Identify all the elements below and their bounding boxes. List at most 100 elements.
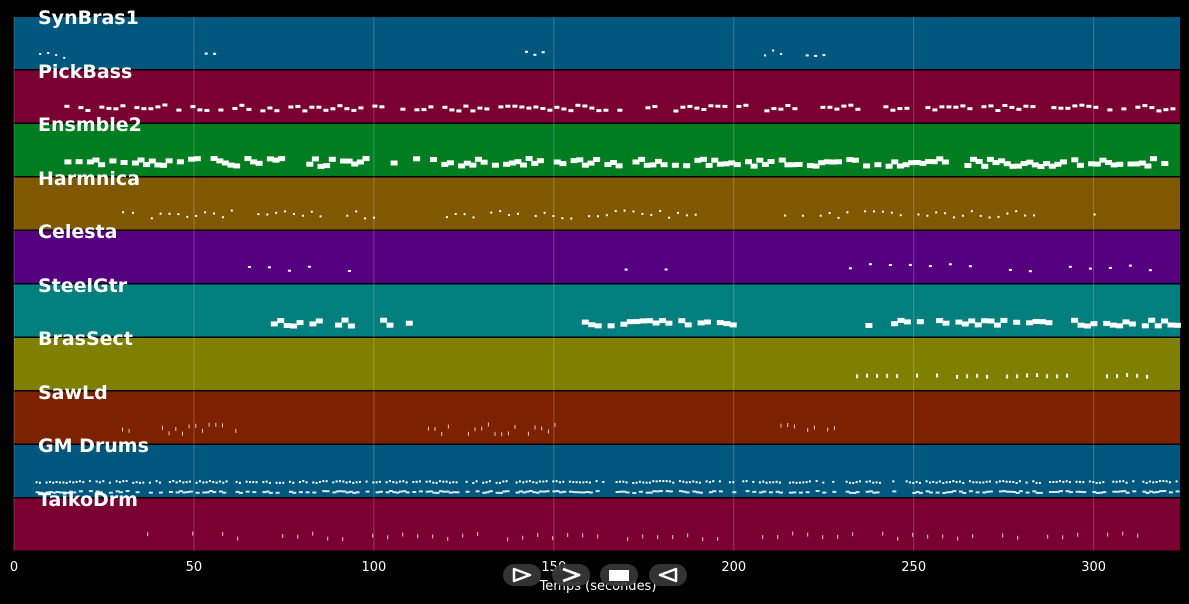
note-mark [204,108,210,112]
note-mark [772,481,775,484]
note-mark [545,480,548,483]
note-mark [1142,490,1147,493]
note-mark [588,481,591,484]
note-mark [248,481,251,484]
note-mark [1132,490,1137,493]
note-mark [160,162,167,168]
note-mark [891,159,899,165]
note-mark [445,490,450,493]
note-mark [1088,267,1092,270]
note-mark [948,491,953,494]
note-mark [768,491,773,494]
note-mark [885,163,893,169]
note-mark [829,159,837,165]
note-mark [1082,481,1085,484]
note-mark [345,491,350,494]
note-mark [758,491,763,494]
note-mark [62,481,65,484]
note-mark [848,267,852,270]
note-mark [284,210,287,213]
note-mark [296,320,304,326]
note-mark [912,492,917,494]
note-mark [792,491,797,494]
note-mark [822,481,825,484]
note-mark [868,480,871,483]
note-mark [716,320,724,326]
note-mark [113,107,119,111]
note-mark [602,481,605,483]
note-mark [756,157,764,163]
note-mark [533,53,537,56]
note-mark [88,480,91,483]
note-mark [268,491,273,494]
note-mark [645,481,648,484]
note-mark [945,491,950,494]
note-mark [35,491,40,494]
note-mark [148,491,153,494]
note-mark [535,491,540,494]
note-mark [655,158,662,164]
note-mark [432,491,437,494]
note-mark [275,491,280,494]
note-mark [777,535,779,539]
note-mark [615,481,618,483]
note-mark [875,481,878,484]
note-mark [961,321,969,327]
note-mark [1075,480,1078,483]
note-mark [1122,319,1130,325]
note-mark [716,161,724,167]
note-mark [392,491,397,494]
note-mark [168,212,171,215]
note-mark [908,263,912,266]
note-mark [520,162,527,168]
note-mark [218,108,224,112]
track-lane [14,391,1180,444]
play-button[interactable] [503,564,541,586]
note-mark [891,321,899,327]
note-mark [239,103,245,107]
note-mark [1006,212,1009,215]
note-mark [935,211,938,214]
note-mark [1112,480,1115,483]
note-mark [355,481,358,484]
note-mark [505,104,511,108]
note-mark [405,481,408,484]
note-mark [155,480,158,483]
note-mark [137,157,145,163]
note-mark [355,491,360,494]
note-mark [98,481,101,484]
note-mark [35,481,38,484]
note-mark [402,532,404,537]
note-mark [95,490,100,493]
note-mark [190,105,196,109]
note-mark [972,481,975,484]
note-mark [235,490,240,493]
note-mark [1152,491,1157,494]
note-mark [986,156,994,162]
note-mark [505,480,508,483]
note-mark [572,481,575,484]
note-mark [541,426,543,431]
note-mark [195,481,198,484]
note-mark [597,534,599,539]
note-mark [552,490,557,493]
note-mark [625,481,628,484]
note-mark [452,491,457,494]
note-mark [916,373,919,378]
note-mark [694,157,702,163]
note-mark [182,491,187,494]
note-mark [176,108,182,112]
note-mark [841,104,847,108]
note-mark [386,322,394,328]
note-mark [944,212,947,215]
note-mark [55,54,58,56]
note-mark [958,490,963,493]
stop-button[interactable] [600,564,638,586]
note-mark [648,491,653,494]
note-mark [968,318,976,324]
note-mark [215,481,218,484]
note-mark [325,480,328,483]
fast-forward-button[interactable] [552,564,590,586]
rewind-button[interactable] [649,564,687,586]
note-mark [1030,105,1036,109]
